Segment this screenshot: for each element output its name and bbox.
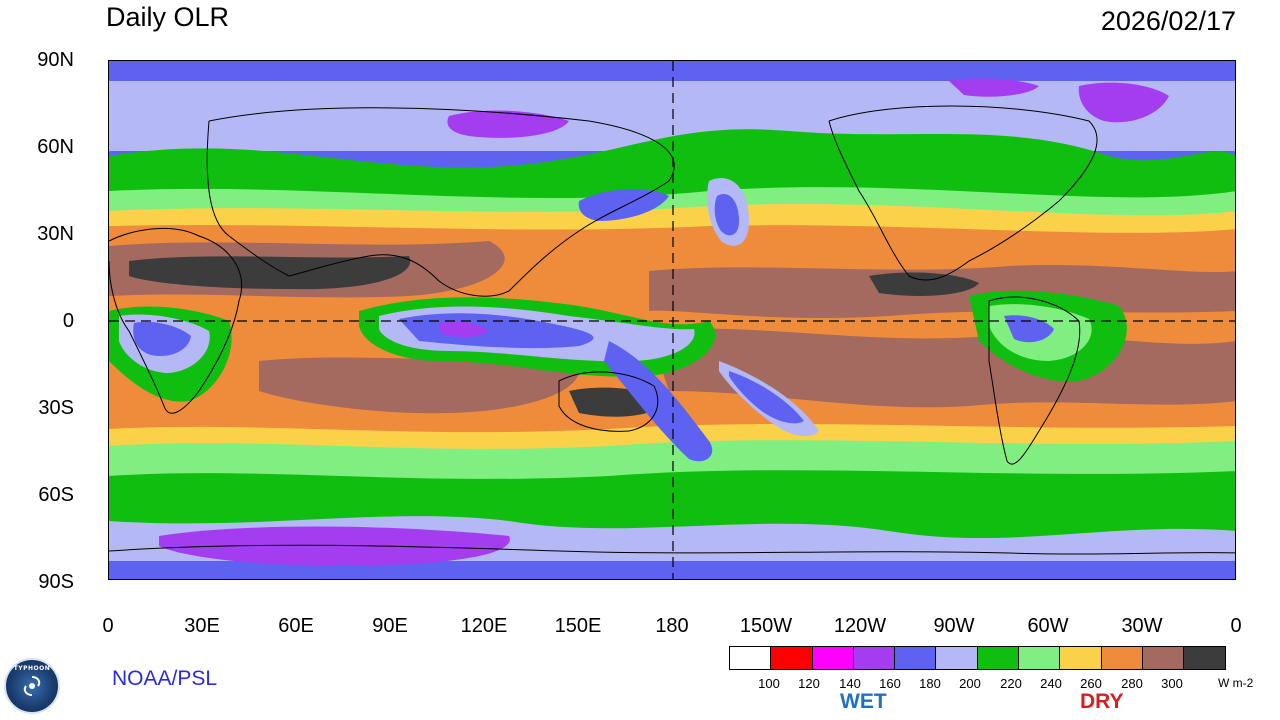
legend-swatch: [977, 647, 1020, 669]
continent-outlines: [109, 105, 1235, 555]
legend-swatch: [730, 647, 772, 669]
legend-swatch: [771, 647, 813, 669]
legend-swatch: [1142, 647, 1185, 669]
legend-swatch: [895, 647, 937, 669]
lat-label-90s: 90S: [38, 571, 74, 593]
lon-label-120e: 120E: [460, 615, 508, 637]
legend-swatch: [1184, 647, 1225, 669]
outline-north-america: [828, 105, 1098, 281]
olr-cold-antarctica: [159, 526, 510, 566]
legend-tick: 160: [879, 676, 901, 691]
lon-label-0: 0: [102, 615, 114, 637]
lon-label-150w: 150W: [739, 615, 793, 637]
outline-australia: [558, 371, 659, 432]
typhoon-swirl-icon: [23, 676, 41, 696]
outline-eurasia: [206, 107, 675, 297]
olr-band-north-green: [109, 129, 1235, 211]
olr-cold-arctic-canada: [949, 78, 1039, 97]
legend-swatch: [1060, 647, 1102, 669]
legend-tick: 200: [959, 676, 981, 691]
lon-label-60e: 60E: [278, 615, 314, 637]
lon-label-90w: 90W: [933, 615, 975, 637]
lon-label-30e: 30E: [184, 615, 220, 637]
typhoon-logo: TYPHOON: [4, 658, 60, 714]
legend-tick: 220: [1000, 676, 1022, 691]
olr-convection-south-america-blue: [1004, 315, 1054, 343]
olr-dry-south-indian: [259, 357, 581, 414]
legend-tick: 260: [1080, 676, 1102, 691]
lon-label-180: 180: [655, 615, 689, 637]
logo-text: TYPHOON: [13, 665, 51, 672]
olr-northwest-pacific-blue: [578, 189, 669, 221]
legend-colorbar: [729, 646, 1226, 670]
olr-map: [108, 60, 1236, 580]
lat-label-30s: 30S: [38, 397, 74, 419]
lon-label-150e: 150E: [554, 615, 602, 637]
olr-north-pacific-streak-blue: [714, 193, 739, 236]
lat-label-60s: 60S: [38, 484, 74, 506]
wet-label: WET: [840, 690, 887, 713]
legend-swatch: [1101, 647, 1143, 669]
lon-label-30w: 30W: [1121, 615, 1163, 637]
legend-tick: 140: [839, 676, 861, 691]
legend-swatch: [936, 647, 978, 669]
olr-south-pacific-blue: [729, 371, 804, 424]
lat-label-0: 0: [62, 310, 74, 332]
lat-label-60n: 60N: [37, 136, 74, 158]
lat-label-30n: 30N: [37, 223, 74, 245]
lon-label-90e: 90E: [372, 615, 408, 637]
legend-tick: 240: [1040, 676, 1062, 691]
legend-tick: 180: [919, 676, 941, 691]
legend-tick: 280: [1121, 676, 1143, 691]
lon-label-60w: 60W: [1027, 615, 1069, 637]
chart-date: 2026/02/17: [1100, 6, 1236, 36]
legend-tick: 100: [758, 676, 780, 691]
lon-label-120w: 120W: [833, 615, 887, 637]
lon-label-0-end: 0: [1230, 615, 1242, 637]
olr-map-canvas: [109, 61, 1235, 579]
legend-swatch: [853, 647, 896, 669]
legend-swatch: [1019, 647, 1061, 669]
data-source: NOAA/PSL: [112, 667, 218, 690]
outline-africa: [109, 227, 243, 414]
olr-convection-warm-pool-purple: [439, 321, 489, 338]
lat-label-90n: 90N: [37, 49, 74, 71]
olr-convection-africa-blue: [133, 321, 191, 357]
olr-cold-greenland: [1078, 82, 1169, 123]
outline-south-america: [988, 296, 1081, 465]
legend-swatch: [812, 647, 854, 669]
olr-cold-arctic-pacific: [447, 110, 569, 138]
legend-tick: 120: [798, 676, 820, 691]
chart-title: Daily OLR: [106, 2, 230, 32]
outline-antarctica: [109, 544, 1235, 555]
olr-very-dry-east-pacific: [869, 272, 979, 296]
legend-unit: W m-2: [1218, 676, 1254, 690]
legend-tick: 300: [1161, 676, 1183, 691]
dry-label: DRY: [1080, 690, 1124, 713]
olr-very-dry-sahara: [129, 256, 411, 290]
